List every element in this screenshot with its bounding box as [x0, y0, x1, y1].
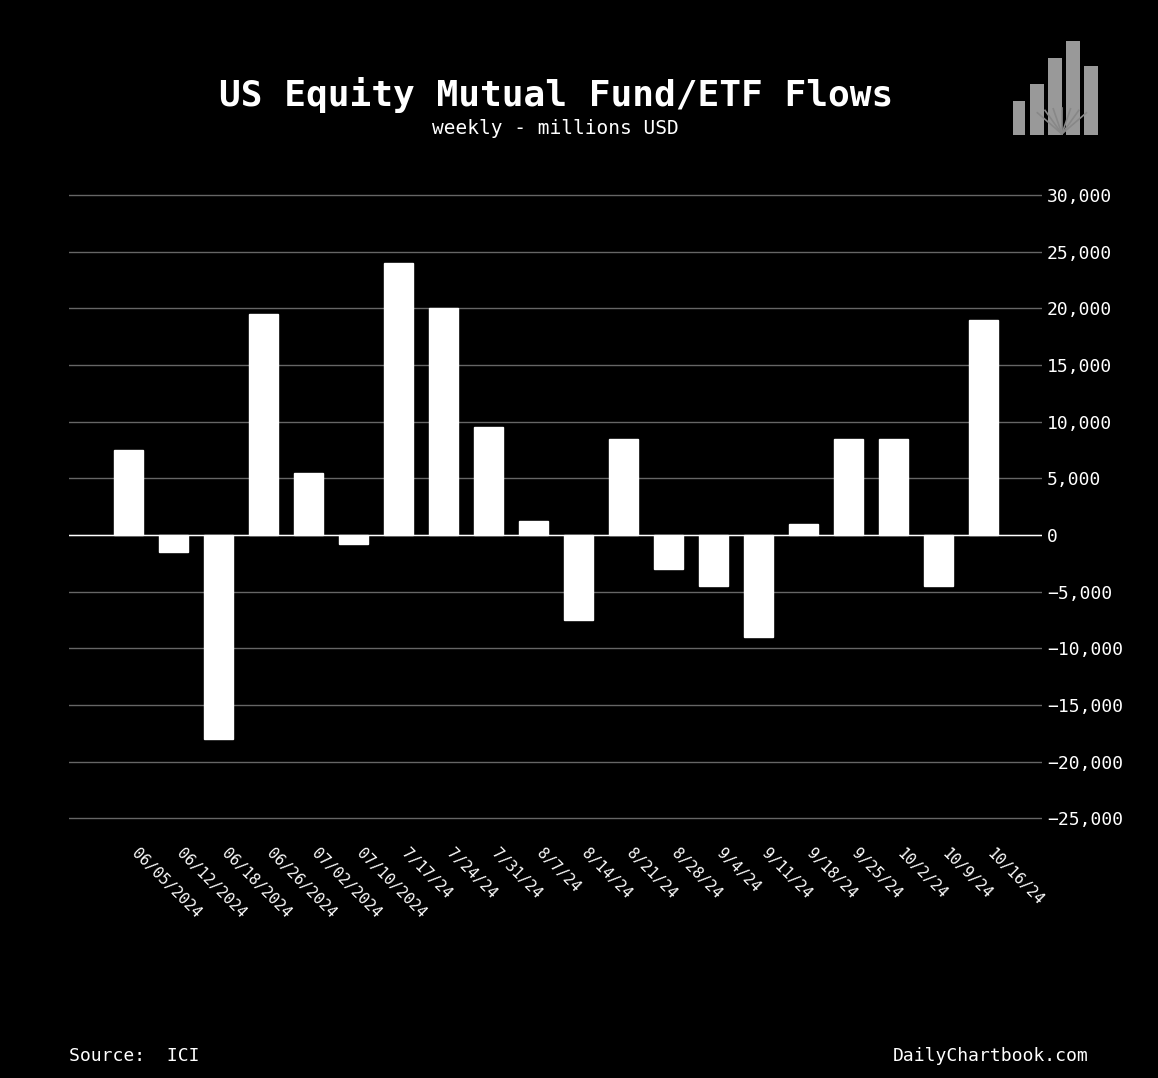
Text: DailyChartbook.com: DailyChartbook.com: [893, 1047, 1089, 1065]
Text: Source:  ICI: Source: ICI: [69, 1047, 200, 1065]
Bar: [519, 522, 548, 535]
Bar: [474, 427, 503, 535]
Bar: [1029, 83, 1043, 135]
Bar: [698, 535, 728, 586]
Bar: [834, 439, 863, 535]
Bar: [969, 320, 998, 535]
Bar: [294, 472, 323, 535]
Bar: [113, 450, 142, 535]
Bar: [743, 535, 774, 637]
Bar: [1048, 58, 1062, 135]
Bar: [609, 439, 638, 535]
Text: US Equity Mutual Fund/ETF Flows: US Equity Mutual Fund/ETF Flows: [219, 78, 893, 113]
Bar: [789, 524, 818, 535]
Bar: [338, 535, 368, 544]
Bar: [1084, 67, 1098, 135]
Bar: [564, 535, 593, 620]
Bar: [249, 314, 278, 535]
Bar: [383, 263, 413, 535]
Bar: [428, 308, 457, 535]
Bar: [654, 535, 683, 569]
Bar: [879, 439, 908, 535]
Text: weekly - millions USD: weekly - millions USD: [432, 119, 680, 138]
Bar: [159, 535, 188, 552]
Bar: [204, 535, 233, 738]
Bar: [1067, 41, 1080, 135]
Bar: [1012, 100, 1026, 135]
Bar: [924, 535, 953, 586]
